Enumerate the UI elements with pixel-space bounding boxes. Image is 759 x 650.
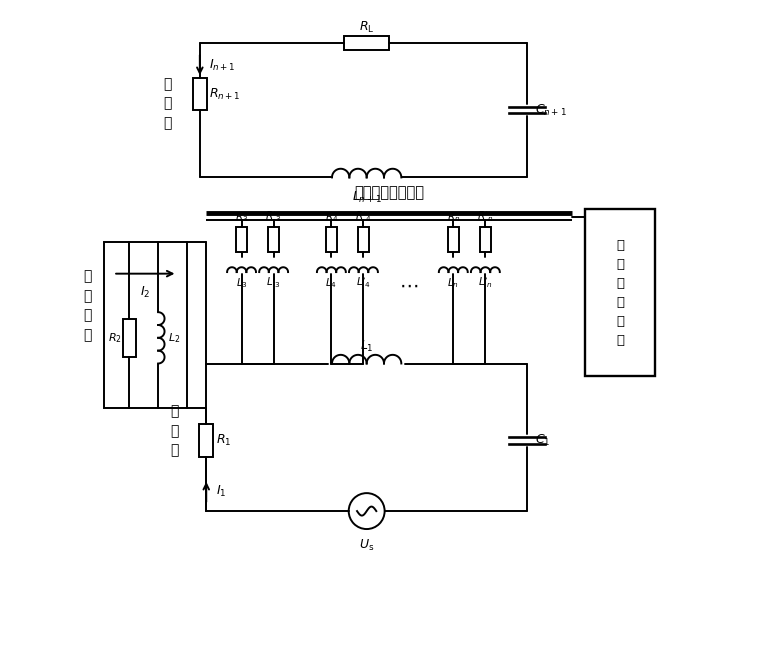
Text: $U_{\mathrm{s}}$: $U_{\mathrm{s}}$ <box>359 538 374 553</box>
Text: $R_{\mathrm{L}}$: $R_{\mathrm{L}}$ <box>359 20 374 35</box>
Text: $R_4$: $R_4$ <box>325 211 338 224</box>
Bar <box>357 227 369 252</box>
Bar <box>585 209 656 376</box>
Text: $L_2$: $L_2$ <box>168 331 180 345</box>
Text: $R_{n+1}$: $R_{n+1}$ <box>209 86 241 101</box>
Text: 电
压
采
集
模
块: 电 压 采 集 模 块 <box>616 239 624 347</box>
Text: $L'_n$: $L'_n$ <box>478 276 493 290</box>
Text: $L_4$: $L_4$ <box>326 276 337 290</box>
Text: $L'_4$: $L'_4$ <box>356 276 371 290</box>
Bar <box>193 78 207 110</box>
Text: $L_3$: $L_3$ <box>235 276 247 290</box>
Bar <box>345 36 389 49</box>
Text: $R'_4$: $R'_4$ <box>355 210 372 224</box>
Text: $L_n$: $L_n$ <box>447 276 459 290</box>
Text: $\cdots$: $\cdots$ <box>398 276 418 295</box>
Text: $I_{n+1}$: $I_{n+1}$ <box>209 58 236 73</box>
Text: $C_1$: $C_1$ <box>535 433 550 448</box>
Text: $R_2$: $R_2$ <box>108 331 121 345</box>
Text: $L'_3$: $L'_3$ <box>266 276 281 290</box>
Text: $R_3$: $R_3$ <box>235 211 248 224</box>
Text: 接
收
端: 接 收 端 <box>163 77 172 130</box>
Text: $R'_3$: $R'_3$ <box>266 210 282 224</box>
Bar <box>448 227 459 252</box>
Text: $I_1$: $I_1$ <box>216 484 226 499</box>
Bar <box>123 318 136 357</box>
Text: $C_{n+1}$: $C_{n+1}$ <box>535 103 566 118</box>
Text: $R_1$: $R_1$ <box>216 433 231 448</box>
Text: 金
属
异
物: 金 属 异 物 <box>83 270 92 342</box>
Text: 发
射
端: 发 射 端 <box>170 404 178 458</box>
Text: $R_n$: $R_n$ <box>446 211 460 224</box>
Bar <box>199 424 213 456</box>
Bar <box>103 242 187 408</box>
Text: $L_{n+1}$: $L_{n+1}$ <box>351 190 382 205</box>
Bar <box>480 227 491 252</box>
Text: $R'_n$: $R'_n$ <box>477 210 493 224</box>
Text: $I_2$: $I_2$ <box>140 285 150 300</box>
Text: $L_1$: $L_1$ <box>360 339 373 354</box>
Bar <box>268 227 279 252</box>
Bar <box>326 227 337 252</box>
Text: 差分阵列检测线圈: 差分阵列检测线圈 <box>354 185 424 200</box>
Bar <box>236 227 247 252</box>
